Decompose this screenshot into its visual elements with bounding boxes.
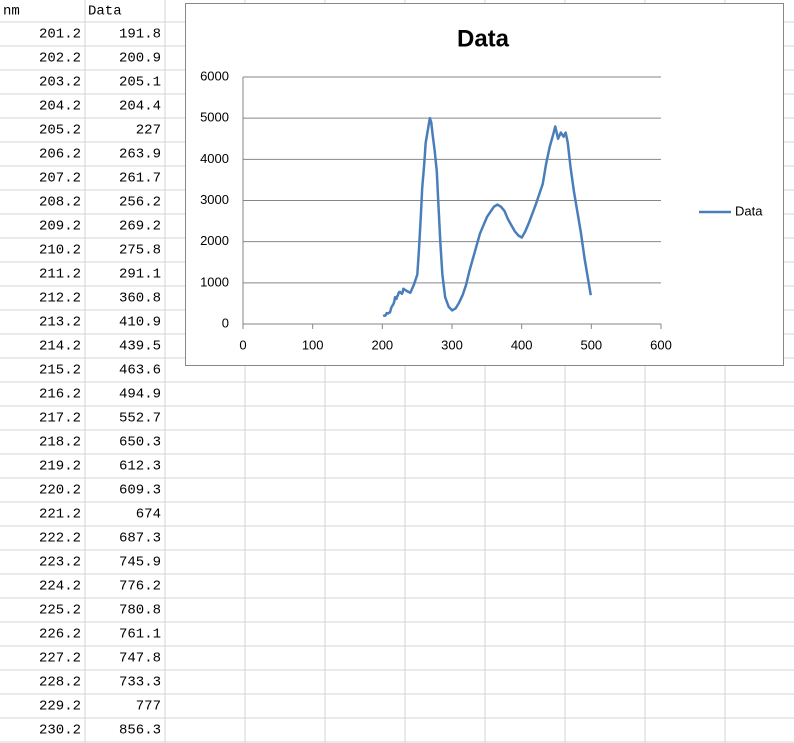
cell-value: 216.2 — [39, 387, 81, 403]
cell-value: 220.2 — [39, 483, 81, 499]
cell-value: 191.8 — [119, 27, 161, 43]
cell-value: 275.8 — [119, 243, 161, 259]
y-tick-label: 0 — [222, 315, 229, 330]
cell-value: 439.5 — [119, 339, 161, 355]
cell-value: 201.2 — [39, 27, 81, 43]
cell-value: 687.3 — [119, 531, 161, 547]
y-tick-label: 4000 — [200, 151, 229, 166]
y-tick-label: 3000 — [200, 192, 229, 207]
cell-value: 226.2 — [39, 627, 81, 643]
cell-value: 200.9 — [119, 51, 161, 67]
cell-value: 261.7 — [119, 171, 161, 187]
header-cell: nm — [3, 4, 20, 20]
cell-value: 208.2 — [39, 195, 81, 211]
cell-value: 761.1 — [119, 627, 161, 643]
cell-value: 227 — [136, 123, 161, 139]
cell-value: 205.1 — [119, 75, 161, 91]
cell-value: 202.2 — [39, 51, 81, 67]
cell-value: 291.1 — [119, 267, 161, 283]
cell-value: 256.2 — [119, 195, 161, 211]
x-tick-label: 600 — [650, 337, 672, 352]
x-tick-label: 300 — [441, 337, 463, 352]
cell-value: 213.2 — [39, 315, 81, 331]
chart-area — [185, 3, 784, 366]
x-tick-label: 500 — [580, 337, 602, 352]
cell-value: 747.8 — [119, 651, 161, 667]
cell-value: 218.2 — [39, 435, 81, 451]
cell-value: 230.2 — [39, 723, 81, 739]
x-tick-label: 200 — [371, 337, 393, 352]
y-tick-label: 1000 — [200, 274, 229, 289]
cell-value: 211.2 — [39, 267, 81, 283]
cell-value: 203.2 — [39, 75, 81, 91]
cell-value: 360.8 — [119, 291, 161, 307]
cell-value: 214.2 — [39, 339, 81, 355]
cell-value: 733.3 — [119, 675, 161, 691]
data-line — [382, 116, 593, 318]
cell-value: 227.2 — [39, 651, 81, 667]
cell-value: 856.3 — [119, 723, 161, 739]
cell-value: 776.2 — [119, 579, 161, 595]
cell-value: 204.2 — [39, 99, 81, 115]
x-tick-label: 400 — [511, 337, 533, 352]
cell-value: 229.2 — [39, 699, 81, 715]
cell-value: 552.7 — [119, 411, 161, 427]
cell-value: 263.9 — [119, 147, 161, 163]
cell-value: 212.2 — [39, 291, 81, 307]
cell-value: 210.2 — [39, 243, 81, 259]
header-cell: Data — [88, 4, 122, 20]
cell-value: 223.2 — [39, 555, 81, 571]
cell-value: 221.2 — [39, 507, 81, 523]
cell-value: 225.2 — [39, 603, 81, 619]
cell-value: 207.2 — [39, 171, 81, 187]
cell-value: 204.4 — [119, 99, 161, 115]
cell-value: 217.2 — [39, 411, 81, 427]
legend-label: Data — [735, 203, 763, 218]
y-tick-label: 6000 — [200, 68, 229, 83]
cell-value: 269.2 — [119, 219, 161, 235]
cell-value: 745.9 — [119, 555, 161, 571]
cell-value: 777 — [136, 699, 161, 715]
cell-value: 224.2 — [39, 579, 81, 595]
cell-value: 609.3 — [119, 483, 161, 499]
cell-value: 228.2 — [39, 675, 81, 691]
cell-value: 780.8 — [119, 603, 161, 619]
cell-value: 674 — [136, 507, 161, 523]
cell-value: 206.2 — [39, 147, 81, 163]
cell-value: 494.9 — [119, 387, 161, 403]
cell-value: 410.9 — [119, 315, 161, 331]
cell-value: 612.3 — [119, 459, 161, 475]
cell-value: 205.2 — [39, 123, 81, 139]
cell-value: 463.6 — [119, 363, 161, 379]
chart-title: Data — [457, 25, 510, 52]
x-tick-label: 100 — [302, 337, 324, 352]
cell-value: 650.3 — [119, 435, 161, 451]
cell-value: 215.2 — [39, 363, 81, 379]
y-tick-label: 2000 — [200, 233, 229, 248]
x-tick-label: 0 — [239, 337, 246, 352]
cell-value: 222.2 — [39, 531, 81, 547]
y-tick-label: 5000 — [200, 110, 229, 125]
cell-value: 219.2 — [39, 459, 81, 475]
cell-value: 209.2 — [39, 219, 81, 235]
